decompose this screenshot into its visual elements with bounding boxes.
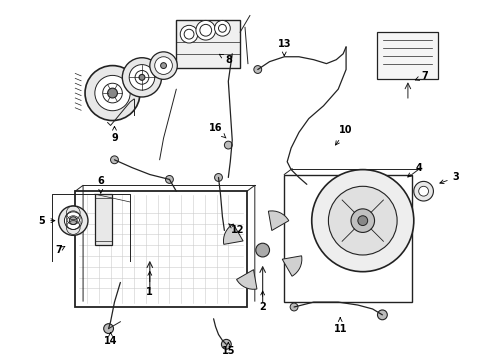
Text: 7: 7 <box>415 71 428 81</box>
Text: 7: 7 <box>55 245 65 255</box>
Circle shape <box>215 174 222 181</box>
Circle shape <box>150 52 177 79</box>
Circle shape <box>418 186 429 196</box>
Circle shape <box>180 25 198 43</box>
Text: 8: 8 <box>219 54 232 65</box>
Circle shape <box>254 66 262 73</box>
Circle shape <box>351 209 374 233</box>
Circle shape <box>196 21 216 40</box>
Text: 2: 2 <box>259 291 266 312</box>
Circle shape <box>358 216 368 226</box>
Circle shape <box>122 58 162 97</box>
Bar <box>95 194 112 245</box>
Circle shape <box>135 71 149 84</box>
Circle shape <box>58 206 88 235</box>
Circle shape <box>108 88 118 98</box>
Text: 12: 12 <box>228 224 245 235</box>
Circle shape <box>200 24 212 36</box>
Text: 3: 3 <box>440 172 459 184</box>
Bar <box>284 175 412 302</box>
Wedge shape <box>282 256 302 276</box>
Circle shape <box>221 339 231 349</box>
Circle shape <box>224 141 232 149</box>
Circle shape <box>414 181 434 201</box>
Text: 10: 10 <box>336 125 353 145</box>
Text: 6: 6 <box>98 176 104 193</box>
Text: 14: 14 <box>104 333 117 346</box>
Circle shape <box>129 64 155 90</box>
Bar <box>176 21 240 68</box>
Text: 9: 9 <box>111 126 118 143</box>
Circle shape <box>166 175 173 183</box>
Circle shape <box>312 170 414 272</box>
Circle shape <box>219 24 226 32</box>
Text: 1: 1 <box>147 271 153 297</box>
Wedge shape <box>269 211 289 230</box>
Text: 5: 5 <box>39 216 55 226</box>
Circle shape <box>377 310 387 320</box>
Circle shape <box>111 156 119 164</box>
Circle shape <box>290 303 298 311</box>
Bar <box>75 191 247 307</box>
Text: 11: 11 <box>333 318 347 334</box>
Circle shape <box>103 83 122 103</box>
Circle shape <box>95 75 130 111</box>
Circle shape <box>215 21 230 36</box>
Circle shape <box>64 212 82 229</box>
Circle shape <box>184 29 194 39</box>
Text: 13: 13 <box>277 39 291 56</box>
Circle shape <box>104 324 114 333</box>
Text: 15: 15 <box>221 342 235 356</box>
Text: 16: 16 <box>209 123 226 138</box>
Text: 4: 4 <box>408 163 422 177</box>
Circle shape <box>139 75 145 80</box>
Wedge shape <box>223 224 243 244</box>
Circle shape <box>85 66 140 121</box>
Wedge shape <box>237 270 257 289</box>
Bar <box>377 32 439 79</box>
Circle shape <box>161 63 167 68</box>
Circle shape <box>155 57 172 75</box>
Circle shape <box>328 186 397 255</box>
Circle shape <box>256 243 270 257</box>
Circle shape <box>69 217 77 225</box>
